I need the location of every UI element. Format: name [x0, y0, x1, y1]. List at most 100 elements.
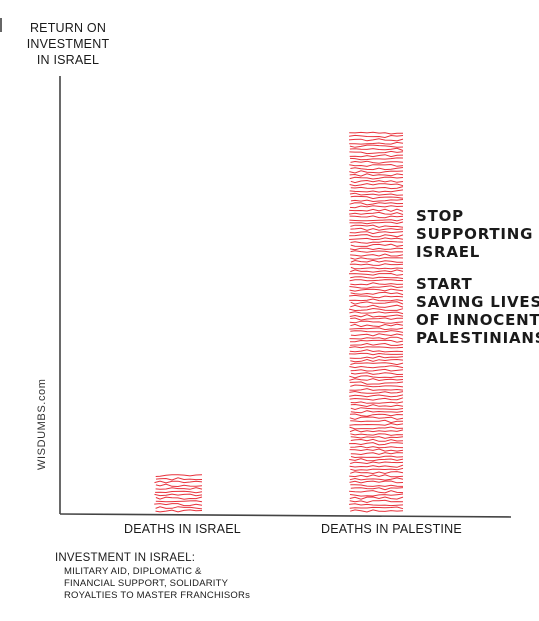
- bar-scribble-line: [350, 372, 404, 376]
- bar-scribble-line: [350, 304, 404, 308]
- bar-scribble-line: [349, 154, 404, 158]
- y-axis-label: RETURN ON INVESTMENT IN ISRAEL: [22, 20, 114, 68]
- footnote: INVESTMENT IN ISRAEL: MILITARY AID, DIPL…: [55, 552, 250, 602]
- bar-scribble-line: [349, 237, 404, 241]
- bar-scribble-line: [350, 247, 404, 251]
- bar-scribble-line: [349, 477, 404, 481]
- bar-scribble-line: [349, 285, 404, 289]
- watermark: WISDUMBS.com: [36, 378, 48, 470]
- bar-scribble-line: [349, 221, 404, 225]
- bar-scribble-line: [349, 378, 404, 382]
- bar-scribble-line: [349, 211, 404, 215]
- bar-scribble-line: [155, 487, 203, 490]
- bar-scribble-line: [349, 390, 404, 394]
- bar-scribble-line: [349, 397, 404, 401]
- annotation-line: SUPPORTING: [416, 225, 534, 243]
- bar-scribble-line: [349, 490, 404, 494]
- bar-scribble-line: [350, 342, 404, 346]
- bar-scribble-line: [349, 327, 404, 331]
- bar-scribble-line: [350, 384, 404, 388]
- annotation-stop-supporting: STOP SUPPORTING ISRAEL: [416, 207, 533, 261]
- bar-scribble-line: [350, 445, 404, 449]
- bar-scribble-line: [349, 288, 404, 292]
- bar-scribble-line: [350, 253, 404, 257]
- bars-group: [154, 131, 404, 513]
- bar-scribble-line: [349, 388, 404, 391]
- bar-scribble-line: [350, 227, 404, 231]
- bar-scribble-line: [350, 179, 404, 184]
- bar-scribble-line: [349, 381, 404, 385]
- bar-scribble-line: [349, 189, 404, 193]
- bar-scribble-line: [350, 358, 404, 363]
- bar-scribble-line: [154, 503, 203, 507]
- bar-scribble-line: [349, 144, 404, 148]
- y-axis-label-line: RETURN ON: [29, 21, 107, 35]
- bar-scribble-line: [349, 355, 404, 359]
- bar-scribble-line: [155, 477, 203, 481]
- bar-scribble-line: [350, 195, 404, 200]
- y-axis-label-line: IN ISRAEL: [36, 53, 100, 67]
- bar-scribble-line: [350, 317, 403, 321]
- bar-scribble-line: [349, 208, 404, 212]
- bar-scribble-line: [350, 224, 404, 228]
- bar-scribble-line: [350, 484, 404, 487]
- bar-scribble-line: [350, 186, 404, 190]
- bar-scribble-line: [350, 167, 404, 171]
- annotation-line: PALESTINIANS: [416, 329, 539, 347]
- bar-scribble-line: [350, 471, 404, 475]
- bar-scribble-line: [349, 422, 404, 426]
- bar-scribble-line: [349, 141, 404, 145]
- bar-scribble-line: [349, 131, 404, 135]
- bar-scribble-line: [154, 480, 203, 484]
- bar-scribble-line: [349, 157, 404, 161]
- bar-scribble-line: [349, 480, 404, 484]
- bar-scribble-line: [349, 279, 404, 282]
- bar-scribble-line: [349, 147, 404, 151]
- bar-scribble-line: [349, 349, 404, 353]
- bar-scribble-line: [155, 506, 203, 510]
- bar-scribble-line: [349, 218, 404, 222]
- bar-scribble-line: [155, 483, 203, 488]
- annotation-line: SAVING LIVES: [416, 293, 539, 311]
- bar-scribble-line: [349, 231, 404, 235]
- bar-scribble-line: [349, 346, 404, 349]
- bar-scribble-line: [348, 307, 404, 312]
- bar-scribble-line: [350, 509, 404, 513]
- bar-scribble-line: [349, 183, 404, 187]
- bar-scribble-line: [349, 263, 404, 266]
- bar-scribble-line: [348, 503, 404, 507]
- bar-scribble-line: [349, 311, 404, 315]
- bar-scribble-line: [155, 496, 203, 500]
- x-axis-line: [59, 513, 512, 518]
- bar-scribble-line: [155, 509, 203, 513]
- bar-scribble-line: [349, 176, 404, 180]
- bar-scribble-line: [154, 493, 203, 497]
- bar-scribble-line: [350, 410, 404, 414]
- footnote-body: MILITARY AID, DIPLOMATIC & FINANCIAL SUP…: [55, 566, 250, 602]
- bar-scribble-line: [348, 138, 404, 142]
- bar-scribble-line: [350, 240, 404, 244]
- bar-scribble-line: [349, 320, 404, 324]
- edge-mark: [0, 18, 2, 32]
- bar-scribble-line: [350, 455, 404, 459]
- bar-scribble-line: [349, 298, 404, 302]
- x-tick-label-deaths-in-palestine: DEATHS IN PALESTINE: [321, 522, 462, 536]
- bar-scribble-line: [349, 499, 404, 504]
- bar-scribble-line: [349, 416, 404, 420]
- bar-scribble-line: [349, 192, 404, 196]
- bar-scribble-line: [350, 160, 404, 164]
- bar-deaths-in-israel: [154, 474, 203, 513]
- bar-scribble-line: [349, 426, 404, 430]
- bar-scribble-line: [348, 272, 404, 276]
- bar-scribble-line: [350, 436, 404, 439]
- bar-scribble-line: [349, 163, 404, 167]
- bar-scribble-line: [350, 330, 404, 333]
- bar-scribble-line: [350, 419, 404, 424]
- bar-scribble-line: [350, 243, 404, 247]
- bar-scribble-line: [349, 464, 404, 468]
- bar-scribble-line: [350, 282, 404, 286]
- bar-scribble-line: [349, 134, 404, 139]
- bar-scribble-line: [349, 496, 404, 500]
- bar-scribble-line: [350, 266, 404, 270]
